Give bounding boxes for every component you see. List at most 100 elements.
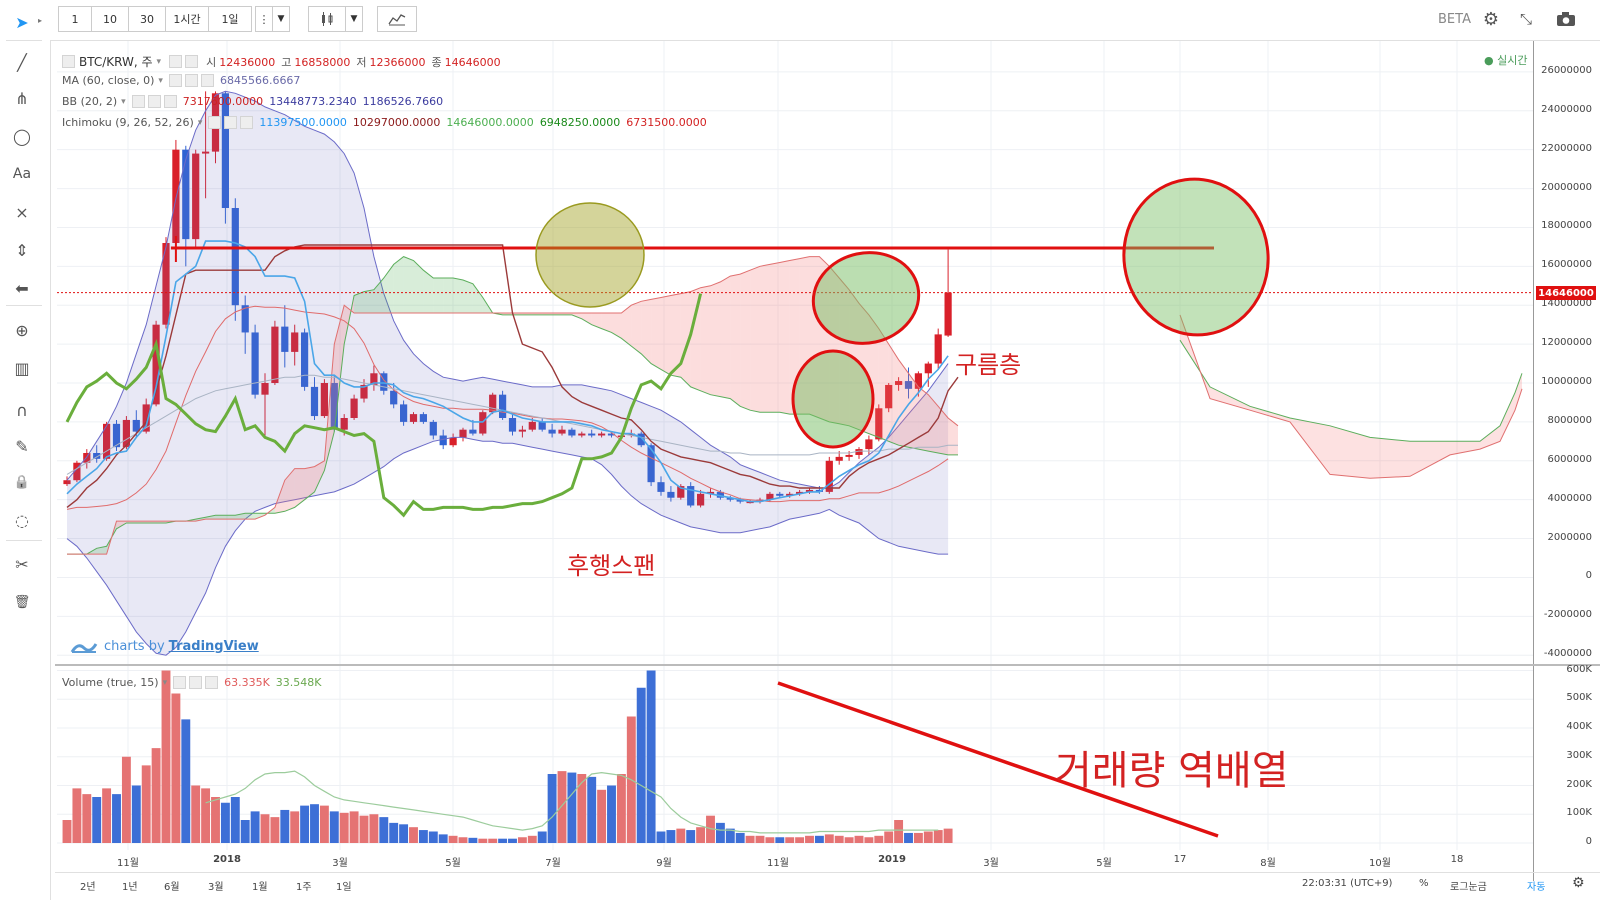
tradingview-watermark[interactable]: charts by TradingView	[70, 638, 259, 654]
ichimoku-future-lead-b	[1179, 314, 1523, 479]
interval-button-30[interactable]: 30	[128, 6, 166, 32]
volume-bar	[715, 822, 725, 843]
ma-remove-icon[interactable]	[200, 74, 214, 87]
range-button[interactable]: 2년	[80, 882, 96, 893]
ichimoku-cloud-segment	[591, 313, 602, 329]
auto-scale-toggle[interactable]: 자동	[1527, 882, 1546, 893]
volume-remove-icon[interactable]	[205, 676, 219, 689]
collapse-icon[interactable]	[62, 55, 75, 68]
bollinger-fill	[67, 91, 949, 656]
volume-settings-icon[interactable]	[189, 676, 203, 689]
volume-bar	[319, 805, 329, 843]
interval-button-10[interactable]: 10	[91, 6, 129, 32]
arrow-icon[interactable]: ⬅	[15, 278, 29, 298]
symbol-format-icon[interactable]	[185, 55, 199, 68]
bb-menu-icon[interactable]: ▾	[121, 96, 126, 107]
text-icon[interactable]: Aa	[12, 166, 32, 182]
ichimoku-settings-icon[interactable]	[224, 116, 238, 129]
volume-bar	[706, 815, 715, 843]
watermark-brand[interactable]: TradingView	[168, 638, 259, 654]
interval-dropdown-icon[interactable]: ▼	[272, 6, 290, 32]
pane-separator[interactable]	[55, 664, 1600, 666]
candle-body	[103, 423, 111, 459]
volume-bar	[399, 824, 409, 843]
fullscreen-icon[interactable]: ⤡	[1510, 6, 1542, 32]
percent-toggle[interactable]: %	[1419, 878, 1429, 889]
volume-bar	[656, 831, 666, 843]
range-button[interactable]: 1주	[296, 882, 312, 893]
volume-bar	[428, 831, 438, 843]
chart-style-dropdown-icon[interactable]: ▼	[345, 6, 363, 32]
symbol-title[interactable]: BTC/KRW, 주	[79, 55, 153, 69]
zoom-icon[interactable]: ⊕	[15, 320, 29, 340]
tradingview-logo-icon	[70, 643, 98, 653]
volume-menu-icon[interactable]: ▾	[162, 677, 168, 688]
bottom-bar-border	[55, 872, 1600, 873]
symbol-settings-icon[interactable]	[169, 55, 183, 68]
volume-bar	[567, 772, 577, 843]
trend-line-icon[interactable]: ╱	[17, 52, 27, 72]
range-button[interactable]: 1년	[122, 882, 138, 893]
ichimoku-visibility-icon[interactable]	[208, 116, 222, 129]
ichimoku-base-value: 10297000.0000	[352, 116, 441, 129]
candle-body	[637, 433, 645, 446]
range-button[interactable]: 1일	[336, 882, 352, 893]
ichimoku-future-lead-a	[1179, 339, 1523, 442]
pattern-icon[interactable]: ⨯	[15, 202, 29, 222]
pitchfork-icon[interactable]: ⋔	[15, 88, 29, 108]
tools-icon[interactable]: ✂	[15, 554, 29, 574]
ichimoku-remove-icon[interactable]	[240, 116, 254, 129]
ichimoku-menu-icon[interactable]: ▾	[197, 117, 203, 128]
volume-axis-label: 100K	[1566, 807, 1592, 819]
ruler-icon[interactable]: ▥	[14, 358, 30, 378]
indicators-button[interactable]	[377, 6, 417, 32]
bb-label[interactable]: BB (20, 2)	[62, 95, 118, 108]
magnet-icon[interactable]: ∩	[16, 400, 28, 420]
ma-visibility-icon[interactable]	[168, 74, 182, 87]
symbol-menu-icon[interactable]: ▾	[156, 56, 162, 67]
toolbar-separator	[6, 305, 42, 306]
ichimoku-label[interactable]: Ichimoku (9, 26, 52, 26)	[62, 116, 194, 129]
measure-icon[interactable]: ⇕	[15, 240, 29, 260]
range-button[interactable]: 1월	[252, 882, 268, 893]
lock-icon[interactable]: 🔒	[13, 474, 31, 490]
bb-visibility-icon[interactable]	[131, 95, 145, 108]
range-button[interactable]: 3월	[208, 882, 224, 893]
ichimoku-cloud-segment	[304, 466, 315, 500]
interval-button-1d[interactable]: 1일	[208, 6, 252, 32]
ichimoku-leadA-value: 6948250.0000	[539, 116, 621, 129]
trash-icon[interactable]: 🗑	[13, 594, 31, 610]
ichimoku-cloud-segment	[690, 287, 701, 391]
volume-bar	[220, 802, 230, 843]
volume-bar	[112, 794, 121, 843]
candle-icon	[322, 12, 333, 26]
bb-remove-icon[interactable]	[163, 95, 177, 108]
range-button[interactable]: 6월	[164, 882, 180, 893]
cursor-options-icon[interactable]: ▸	[38, 16, 43, 25]
ma-menu-icon[interactable]: ▾	[158, 75, 163, 86]
eye-off-icon[interactable]: ◌	[15, 510, 29, 530]
ma-label[interactable]: MA (60, close, 0)	[62, 74, 155, 87]
snapshot-camera-icon[interactable]	[1550, 6, 1582, 32]
ichimoku-cloud-segment	[611, 313, 622, 339]
interval-button-1h[interactable]: 1시간	[165, 6, 209, 32]
bb-settings-icon[interactable]	[147, 95, 161, 108]
candle-body	[904, 381, 913, 389]
chart-style-button[interactable]	[308, 6, 346, 32]
volume-bar	[775, 837, 785, 843]
log-scale-toggle[interactable]: 로그눈금	[1450, 882, 1487, 893]
pencil-icon[interactable]: ✎	[15, 436, 29, 456]
cursor-icon[interactable]: ➤	[15, 12, 29, 32]
volume-label[interactable]: Volume (true, 15)	[62, 676, 159, 689]
candle-body	[716, 491, 724, 498]
chart-settings-icon[interactable]: ⚙	[1572, 875, 1585, 891]
toolbar-separator	[6, 40, 42, 41]
ma-settings-icon[interactable]	[184, 74, 198, 87]
ellipse-icon[interactable]: ◯	[13, 126, 31, 146]
volume-visibility-icon[interactable]	[173, 676, 187, 689]
interval-button-1[interactable]: 1	[58, 6, 92, 32]
settings-icon[interactable]: ⚙	[1475, 6, 1507, 32]
ichimoku-legend: Ichimoku (9, 26, 52, 26) ▾ 11397500.0000…	[62, 116, 707, 129]
ichimoku-cloud-segment	[433, 278, 444, 313]
